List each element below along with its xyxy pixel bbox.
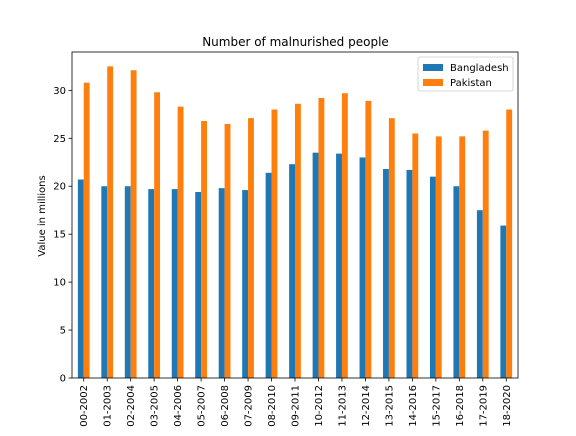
bar-pakistan-16-2018 [459,136,466,378]
bar-bangladesh-05-2007 [195,191,202,378]
bar-bangladesh-02-2004 [124,186,131,378]
bar-pakistan-00-2002 [83,82,90,379]
x-tick-label: 05-2007 [197,385,208,427]
bar-pakistan-07-2009 [248,118,254,378]
bar-bangladesh-07-2009 [242,190,249,378]
bars-layer [77,66,513,379]
bar-pakistan-18-2020 [506,109,513,378]
x-tick-label: 11-2013 [337,385,348,427]
bar-bangladesh-03-2005 [148,189,155,378]
bar-bangladesh-15-2017 [429,176,436,378]
x-tick-label: 08-2010 [267,385,278,427]
x-tick-label: 14-2016 [408,385,419,427]
bar-pakistan-10-2012 [318,98,325,379]
x-tick-label: 01-2003 [103,385,114,427]
y-tick-label: 30 [53,86,66,97]
legend: Bangladesh Pakistan [417,56,514,92]
bar-pakistan-01-2003 [107,66,114,378]
bar-pakistan-15-2017 [435,136,442,378]
y-tick-label: 15 [53,230,66,241]
bar-bangladesh-09-2011 [289,164,295,378]
x-tick-label: 07-2009 [244,385,255,427]
chart-title: Number of malnurished people [202,35,389,49]
legend-swatch-pakistan [423,79,443,86]
bar-pakistan-14-2016 [412,133,419,378]
bar-bangladesh-13-2015 [383,168,389,378]
bar-bangladesh-18-2020 [500,225,507,378]
bar-pakistan-05-2007 [201,121,207,378]
bar-bangladesh-01-2003 [101,186,108,378]
bar-bangladesh-17-2019 [476,210,483,378]
y-tick-label: 25 [53,134,66,145]
legend-label-pakistan: Pakistan [450,78,492,89]
bar-bangladesh-12-2014 [359,157,366,378]
bar-pakistan-08-2010 [271,109,278,378]
bar-bangladesh-08-2010 [265,172,272,378]
x-tick-label: 04-2006 [173,385,184,427]
bar-bangladesh-11-2013 [336,153,342,378]
x-tick-label: 12-2014 [361,385,372,427]
plot-frame [71,51,519,379]
x-tick-label: 13-2015 [384,385,395,427]
bar-pakistan-13-2015 [388,118,395,378]
bar-pakistan-12-2014 [365,100,372,379]
bar-bangladesh-04-2006 [171,189,178,378]
x-tick-label: 06-2008 [220,385,231,427]
y-tick-label: 5 [60,326,66,337]
x-tick-label: 09-2011 [291,385,302,427]
x-tick-label: 00-2002 [79,385,90,427]
bar-pakistan-03-2005 [154,92,161,379]
bar-pakistan-09-2011 [295,103,301,378]
legend-swatch-bangladesh [423,64,443,71]
y-axis-label: Value in millions [37,175,48,256]
bar-bangladesh-16-2018 [453,186,460,378]
x-tick-label: 10-2012 [314,385,325,427]
legend-label-bangladesh: Bangladesh [450,63,509,74]
bar-bangladesh-00-2002 [77,179,84,378]
bar-pakistan-17-2019 [482,130,489,378]
x-tick-label: 16-2018 [455,385,466,427]
x-axis: 00-2002 01-2003 02-2004 03-2005 04-2006 05-20… [79,378,513,427]
y-axis: 0 5 10 15 20 25 30 [53,86,72,385]
x-tick-label: 18-2020 [502,385,513,427]
bar-pakistan-02-2004 [130,70,137,378]
bar-pakistan-11-2013 [341,93,348,378]
x-tick-label: 15-2017 [431,385,442,427]
bar-pakistan-06-2008 [224,123,231,378]
y-tick-label: 20 [53,182,66,193]
x-tick-label: 03-2005 [150,385,161,427]
bar-bangladesh-06-2008 [218,188,225,378]
bar-bangladesh-14-2016 [406,169,413,378]
x-tick-label: 17-2019 [478,385,489,427]
y-tick-label: 10 [53,278,66,289]
x-tick-label: 02-2004 [126,385,137,427]
bar-pakistan-04-2006 [177,106,184,379]
bar-bangladesh-10-2012 [312,152,319,378]
y-tick-label: 0 [60,374,66,385]
